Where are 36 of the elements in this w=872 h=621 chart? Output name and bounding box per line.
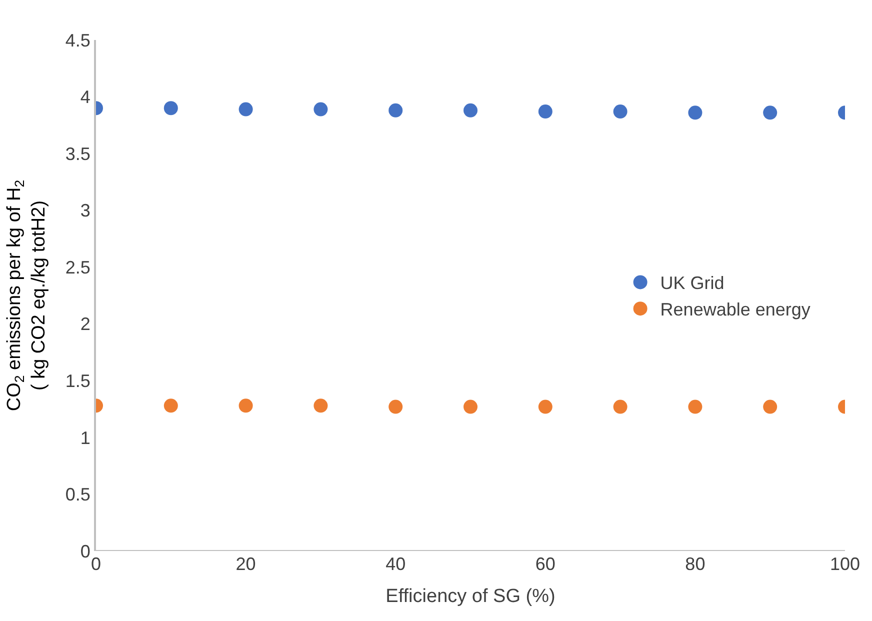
x-tick-label: 60	[535, 554, 556, 574]
y-tick-label: 3.5	[65, 144, 90, 164]
x-axis-title: Efficiency of SG (%)	[386, 586, 556, 607]
x-tick-label: 40	[386, 554, 406, 574]
y-tick-label: 1.5	[65, 370, 90, 391]
point	[538, 104, 552, 119]
y-tick-label: 4	[80, 87, 90, 108]
y-tick-label: 2	[80, 314, 90, 334]
point	[613, 104, 628, 119]
x-tick-label: 80	[685, 554, 706, 574]
legend-label: UK Grid	[660, 273, 724, 294]
x-tick-label: 100	[830, 554, 860, 574]
y-tick-label: 2.5	[65, 257, 90, 278]
point	[688, 106, 702, 120]
point	[238, 102, 253, 116]
point	[164, 101, 178, 116]
y-tick-label: 0	[80, 541, 90, 562]
point	[238, 398, 253, 413]
point	[464, 103, 478, 118]
point	[388, 400, 403, 414]
point	[763, 400, 778, 414]
point	[388, 103, 403, 118]
point	[613, 400, 628, 414]
y-tick-label: 1	[80, 428, 90, 448]
point	[314, 102, 328, 116]
point	[763, 106, 778, 120]
y-tick-label: 4.5	[65, 30, 90, 50]
point	[538, 400, 552, 414]
y-tick-label: 3	[80, 200, 90, 221]
point	[688, 400, 702, 414]
legend-label: Renewable energy	[660, 300, 810, 320]
point	[314, 398, 328, 413]
point	[164, 398, 178, 413]
x-tick-label: 20	[236, 554, 256, 574]
point	[464, 400, 478, 414]
y-tick-label: 0.5	[65, 484, 90, 505]
